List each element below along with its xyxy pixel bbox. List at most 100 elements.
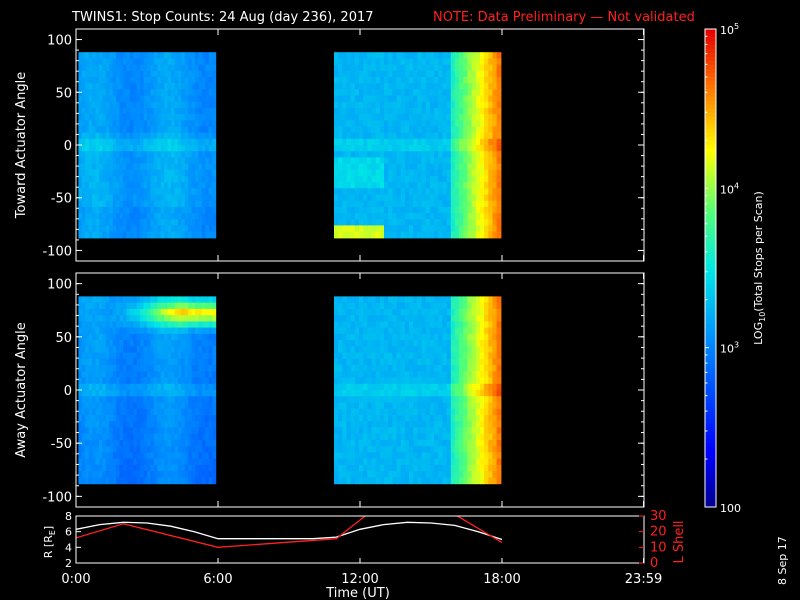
heatmap-cell xyxy=(480,390,485,397)
heatmap-cell xyxy=(375,358,381,366)
heatmap-cell xyxy=(417,458,423,466)
heatmap-cell xyxy=(153,64,158,72)
heatmap-cell xyxy=(342,296,348,304)
heatmap-cell xyxy=(484,327,489,335)
heatmap-cell xyxy=(112,464,117,472)
heatmap-cell xyxy=(205,83,210,90)
heatmap-cell xyxy=(78,157,83,165)
heatmap-cell xyxy=(371,408,377,416)
heatmap-cell xyxy=(463,70,469,78)
heatmap-cell xyxy=(208,126,213,134)
heatmap-cell xyxy=(425,383,431,391)
heatmap-cell xyxy=(177,225,182,233)
heatmap-cell xyxy=(81,188,86,196)
heatmap-cell xyxy=(201,213,206,220)
heatmap-cell xyxy=(198,365,203,372)
heatmap-cell xyxy=(171,213,175,220)
heatmap-cell xyxy=(446,145,452,152)
heatmap-cell xyxy=(164,308,169,316)
heatmap-cell xyxy=(434,70,439,78)
heatmap-cell xyxy=(359,308,364,316)
heatmap-cell xyxy=(119,64,124,72)
heatmap-cell xyxy=(379,452,385,460)
heatmap-cell xyxy=(454,377,460,385)
heatmap-cell xyxy=(112,352,117,360)
heatmap-cell xyxy=(450,145,456,152)
heatmap-cell xyxy=(81,120,86,128)
heatmap-cell xyxy=(346,302,352,310)
heatmap-cell xyxy=(354,321,360,329)
heatmap-cell xyxy=(177,352,182,360)
heatmap-cell xyxy=(488,358,494,366)
heatmap-cell xyxy=(205,145,210,152)
heatmap-cell xyxy=(177,169,182,177)
heatmap-cell xyxy=(438,89,443,97)
heatmap-cell xyxy=(346,321,352,329)
heatmap-cell xyxy=(157,352,162,360)
heatmap-cell xyxy=(136,231,141,239)
heatmap-cell xyxy=(409,333,414,341)
heatmap-cell xyxy=(181,471,186,478)
heatmap-cell xyxy=(396,471,402,478)
heatmap-cell xyxy=(164,446,169,453)
heatmap-cell xyxy=(123,358,127,366)
heatmap-cell xyxy=(488,415,494,422)
heatmap-cell xyxy=(167,206,172,214)
heatmap-cell xyxy=(160,157,165,165)
heatmap-cell xyxy=(359,321,364,329)
heatmap-cell xyxy=(354,315,360,322)
heatmap-cell xyxy=(438,194,443,202)
heatmap-cell xyxy=(496,138,502,146)
heatmap-cell xyxy=(201,188,206,196)
heatmap-cell xyxy=(442,89,448,97)
heatmap-cell xyxy=(85,52,90,59)
heatmap-cell xyxy=(181,58,186,66)
heatmap-cell xyxy=(384,169,389,177)
heatmap-cell xyxy=(480,358,485,366)
heatmap-cell xyxy=(157,219,162,226)
heatmap-cell xyxy=(160,138,165,146)
heatmap-cell xyxy=(133,126,138,134)
heatmap-cell xyxy=(136,120,141,128)
heatmap-cell xyxy=(467,477,473,485)
heatmap-cell xyxy=(198,58,203,66)
heatmap-cell xyxy=(404,70,410,78)
heatmap-cell xyxy=(438,396,443,403)
heatmap-cell xyxy=(99,439,103,447)
heatmap-cell xyxy=(367,390,373,397)
heatmap-cell xyxy=(367,327,373,335)
heatmap-cell xyxy=(409,58,414,66)
heatmap-cell xyxy=(438,383,443,391)
heatmap-cell xyxy=(492,471,498,478)
heatmap-cell xyxy=(338,83,343,90)
heatmap-cell xyxy=(126,58,131,66)
heatmap-cell xyxy=(379,163,385,171)
heatmap-cell xyxy=(102,163,107,171)
heatmap-cell xyxy=(409,346,414,354)
heatmap-cell xyxy=(442,151,448,158)
heatmap-cell xyxy=(109,402,114,410)
heatmap-cell xyxy=(459,58,464,66)
heatmap-cell xyxy=(184,296,189,304)
heatmap-cell xyxy=(153,200,158,208)
heatmap-cell xyxy=(119,464,124,472)
heatmap-cell xyxy=(212,365,217,372)
heatmap-cell xyxy=(126,408,131,416)
heatmap-cell xyxy=(177,132,182,140)
heatmap-cell xyxy=(354,83,360,90)
heatmap-cell xyxy=(371,95,377,103)
heatmap-cell xyxy=(181,70,186,78)
heatmap-cell xyxy=(446,58,452,66)
heatmap-cell xyxy=(459,120,464,128)
heatmap-cell xyxy=(459,200,464,208)
heatmap-cell xyxy=(450,471,456,478)
heatmap-cell xyxy=(174,371,179,379)
heatmap-cell xyxy=(92,377,97,385)
heatmap-cell xyxy=(191,89,196,97)
heatmap-cell xyxy=(421,182,427,189)
heatmap-cell xyxy=(188,365,193,372)
heatmap-cell xyxy=(492,439,498,447)
heatmap-cell xyxy=(334,421,339,428)
heatmap-cell xyxy=(488,408,494,416)
heatmap-cell xyxy=(143,408,148,416)
